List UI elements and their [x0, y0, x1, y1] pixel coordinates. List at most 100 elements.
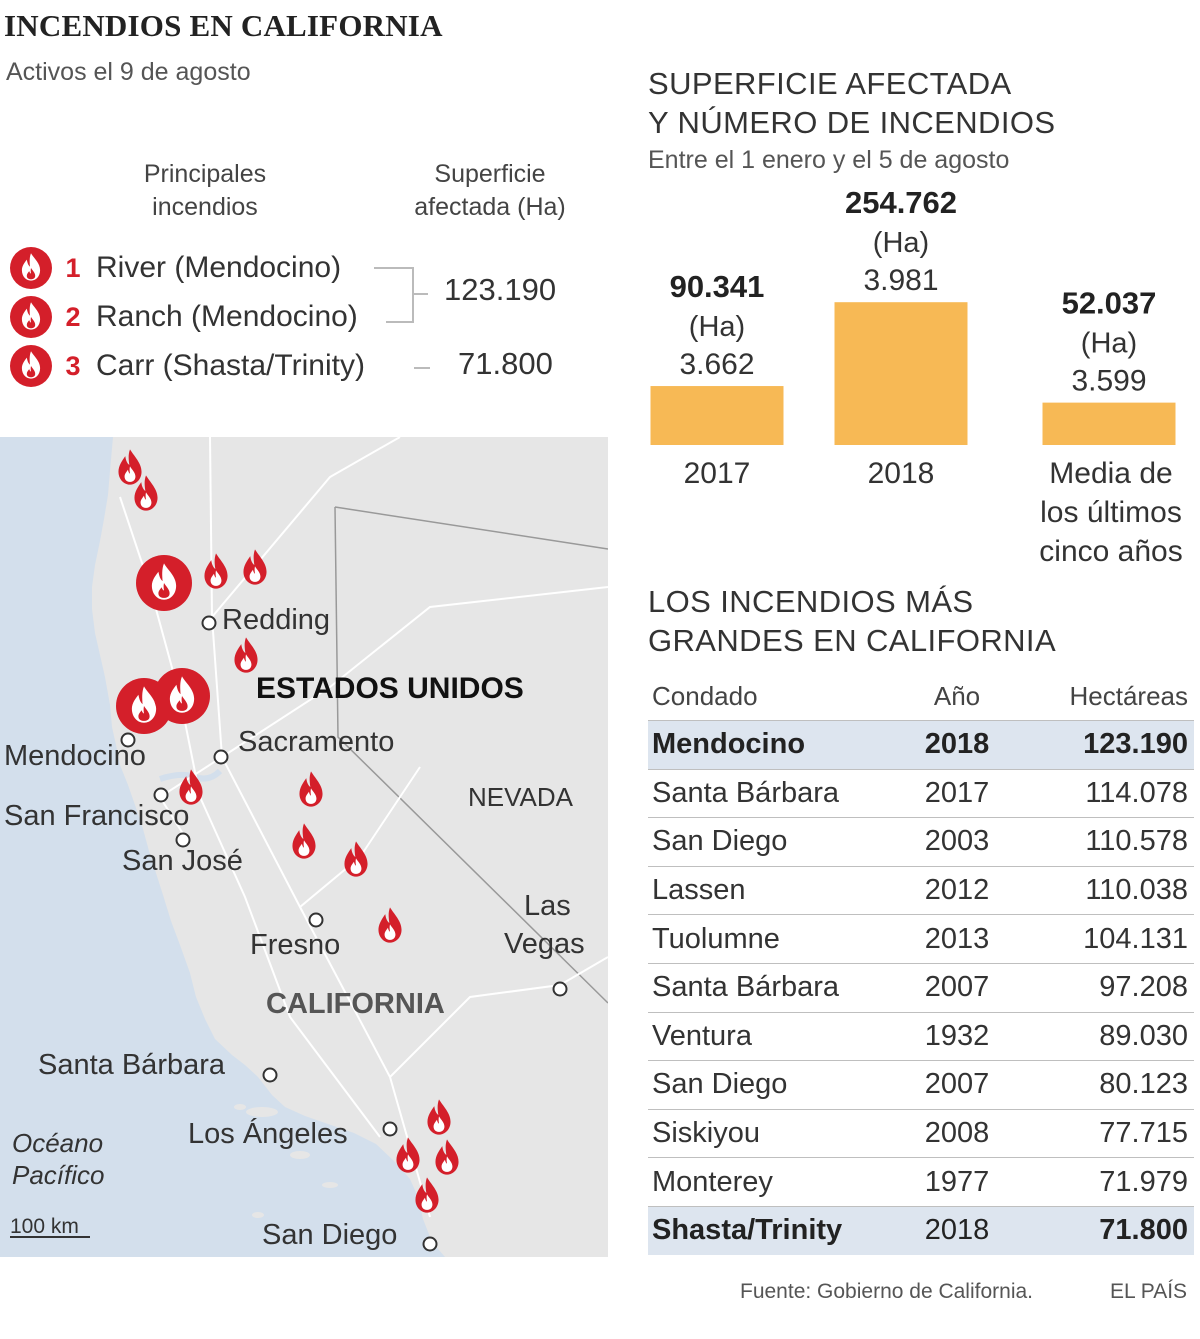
cell-year: 2013 — [924, 922, 990, 955]
city-dot-santa-barbara — [262, 1067, 278, 1083]
cell-county: Lassen — [652, 874, 746, 907]
cell-hectares: 123.190 — [1083, 728, 1188, 761]
fire-icon — [241, 548, 269, 586]
cell-year: 1932 — [924, 1019, 990, 1052]
data-label-area: 52.037 — [1062, 286, 1157, 321]
bar — [834, 302, 968, 445]
data-label-area: 254.762 — [845, 185, 957, 220]
data-label-count: 3.981 — [863, 264, 938, 297]
map-label-vegas: Vegas — [504, 928, 585, 960]
fire-name: Ranch (Mendocino) — [96, 300, 358, 333]
data-label-unit: (Ha) — [873, 227, 929, 259]
city-markers — [10, 615, 568, 1252]
fire-name: Carr (Shasta/Trinity) — [96, 349, 365, 382]
cell-year: 2007 — [924, 1068, 990, 1101]
cell-year: 2018 — [924, 728, 990, 761]
fire-number: 3 — [65, 350, 81, 381]
page-title: INCENDIOS EN CALIFORNIA — [4, 8, 443, 43]
map-label-santa-barbara: Santa Bárbara — [38, 1049, 226, 1081]
cell-hectares: 110.578 — [1085, 825, 1188, 858]
cell-county: Shasta/Trinity — [652, 1214, 843, 1247]
map-label-sacramento: Sacramento — [238, 726, 395, 758]
legend-group-value: 123.190 — [444, 272, 557, 307]
bar — [650, 386, 784, 445]
column-header-year: Año — [933, 680, 981, 711]
legend-fire-row-1: 1 River (Mendocino) — [10, 246, 341, 290]
cell-year: 2017 — [924, 776, 990, 809]
map-label-estados-unidos: ESTADOS UNIDOS — [256, 672, 524, 705]
fire-icon — [202, 552, 230, 590]
category-label: Media de — [1049, 457, 1172, 490]
cell-year: 1977 — [924, 1165, 990, 1198]
fire-number: 1 — [65, 252, 81, 283]
table-row: Ventura 1932 89.030 — [648, 1011, 1194, 1061]
cell-year: 2008 — [924, 1117, 990, 1150]
table-title-line2: GRANDES EN CALIFORNIA — [648, 623, 1057, 658]
legend-fire-row-3: 3 Carr (Shasta/Trinity) — [10, 344, 365, 388]
table-row: Siskiyou 2008 77.715 — [648, 1108, 1194, 1158]
table-header: Condado Año Hectáreas — [648, 672, 1194, 720]
cell-county: Santa Bárbara — [652, 971, 840, 1004]
fire-icon — [297, 770, 325, 808]
source-note: Fuente: Gobierno de California. — [740, 1280, 1034, 1303]
fires-table: Condado Año Hectáreas Mendocino 2018 123.1… — [648, 672, 1194, 1255]
cell-year: 2012 — [924, 874, 990, 907]
legend-fire-row-2: 2 Ranch (Mendocino) — [10, 295, 358, 339]
data-label-count: 3.662 — [679, 348, 754, 381]
data-label-unit: (Ha) — [689, 311, 745, 343]
fire-icon — [433, 1138, 461, 1176]
cell-hectares: 110.038 — [1085, 874, 1188, 907]
table-row: Shasta/Trinity 2018 71.800 — [648, 1205, 1194, 1255]
city-dot-san-jose — [175, 832, 191, 848]
map-label-oceano: Océano — [12, 1128, 104, 1158]
cell-hectares: 104.131 — [1083, 922, 1188, 955]
state-border-north — [334, 506, 608, 550]
legend-header-fires: Principales incendios — [110, 158, 300, 224]
legend-carr-value: 71.800 — [458, 346, 553, 381]
fire-name: River (Mendocino) — [96, 251, 342, 284]
data-label-unit: (Ha) — [1081, 328, 1137, 360]
city-dot-sacramento — [213, 749, 229, 765]
chart-title-line2: Y NÚMERO DE INCENDIOS — [648, 105, 1056, 140]
brand-label: EL PAÍS — [1110, 1280, 1188, 1303]
fire-number: 2 — [65, 301, 81, 332]
map-label-las: Las — [524, 890, 571, 922]
fire-icon — [290, 822, 318, 860]
cell-hectares: 71.800 — [1099, 1214, 1188, 1247]
category-label: 2017 — [684, 457, 751, 490]
city-dot-fresno — [308, 912, 324, 928]
channel-islands — [234, 1104, 338, 1218]
data-label-count: 3.599 — [1071, 365, 1146, 398]
table-title: LOS INCENDIOS MÁS GRANDES EN CALIFORNIA — [648, 582, 1056, 660]
map-scale-label: 100 km — [10, 1215, 79, 1238]
cell-hectares: 97.208 — [1099, 971, 1188, 1004]
category-label: cinco años — [1039, 535, 1182, 568]
map-label-california: CALIFORNIA — [266, 988, 445, 1020]
cell-year: 2007 — [924, 971, 990, 1004]
chart-title: SUPERFICIE AFECTADA Y NÚMERO DE INCENDIO… — [648, 64, 1055, 142]
cell-year: 2018 — [924, 1214, 990, 1247]
fire-icon — [232, 636, 260, 674]
fire-icon — [136, 555, 192, 611]
city-dot-redding — [201, 615, 217, 631]
map-label-san-francisco: San Francisco — [4, 800, 190, 832]
fire-icon — [425, 1098, 453, 1136]
fire-icon — [10, 296, 52, 338]
california-map — [0, 437, 608, 1257]
table-row: Monterey 1977 71.979 — [648, 1157, 1194, 1206]
city-dot-las-vegas — [552, 981, 568, 997]
table-body: Mendocino 2018 123.190 Santa Bárbara 2017 114… — [648, 720, 1194, 1255]
cell-hectares: 114.078 — [1085, 776, 1188, 809]
cell-county: Monterey — [652, 1165, 773, 1198]
fire-icon — [10, 345, 52, 387]
bar — [1042, 402, 1176, 445]
legend-header-area-line2: afectada (Ha) — [414, 193, 566, 221]
city-dot-san-francisco — [153, 787, 169, 803]
data-label-area: 90.341 — [670, 269, 765, 304]
column-header-hectares: Hectáreas — [1069, 680, 1189, 711]
cell-county: Siskiyou — [652, 1117, 760, 1150]
cell-county: San Diego — [652, 825, 788, 858]
chart-title-line1: SUPERFICIE AFECTADA — [648, 66, 1012, 101]
map-label-redding: Redding — [222, 604, 331, 636]
fire-icon — [342, 840, 370, 878]
